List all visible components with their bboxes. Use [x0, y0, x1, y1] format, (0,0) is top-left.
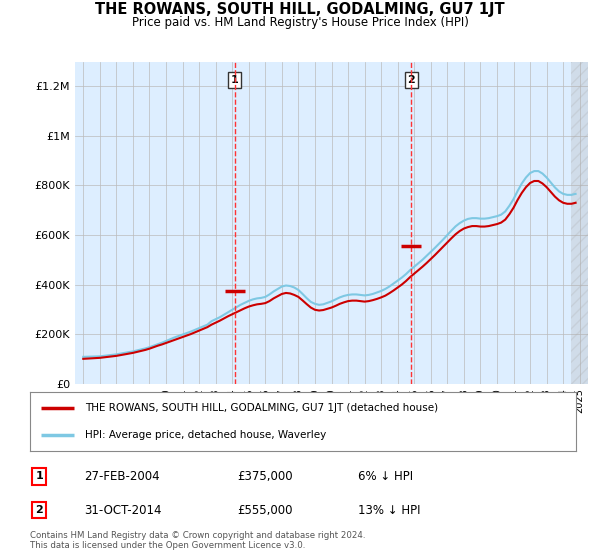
Text: 27-FEB-2004: 27-FEB-2004: [85, 470, 160, 483]
Text: Price paid vs. HM Land Registry's House Price Index (HPI): Price paid vs. HM Land Registry's House …: [131, 16, 469, 29]
Text: 13% ↓ HPI: 13% ↓ HPI: [358, 503, 420, 516]
Text: HPI: Average price, detached house, Waverley: HPI: Average price, detached house, Wave…: [85, 430, 326, 440]
Text: £555,000: £555,000: [238, 503, 293, 516]
Text: £375,000: £375,000: [238, 470, 293, 483]
Text: Contains HM Land Registry data © Crown copyright and database right 2024.
This d: Contains HM Land Registry data © Crown c…: [30, 531, 365, 550]
Text: 2: 2: [407, 75, 415, 85]
Text: 1: 1: [35, 472, 43, 482]
Text: THE ROWANS, SOUTH HILL, GODALMING, GU7 1JT (detached house): THE ROWANS, SOUTH HILL, GODALMING, GU7 1…: [85, 403, 438, 413]
Text: 2: 2: [35, 505, 43, 515]
Text: 31-OCT-2014: 31-OCT-2014: [85, 503, 162, 516]
Text: THE ROWANS, SOUTH HILL, GODALMING, GU7 1JT: THE ROWANS, SOUTH HILL, GODALMING, GU7 1…: [95, 2, 505, 17]
Text: 1: 1: [231, 75, 239, 85]
Bar: [571, 62, 588, 384]
Text: 6% ↓ HPI: 6% ↓ HPI: [358, 470, 413, 483]
